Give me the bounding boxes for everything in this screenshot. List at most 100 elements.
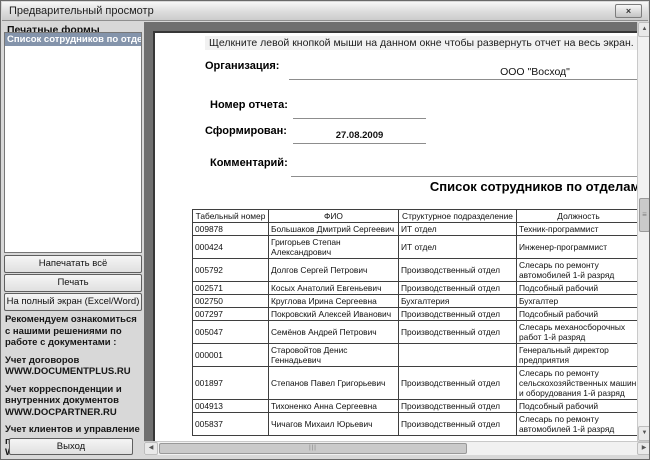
organization-underline	[289, 64, 637, 80]
table-header-row: Табельный номер ФИО Структурное подразделе…	[192, 209, 637, 223]
table-cell: 005792	[192, 258, 269, 282]
employees-table: Табельный номер ФИО Структурное подразделе…	[192, 209, 637, 436]
horizontal-scrollbar[interactable]: ◀ ||| ▶	[144, 441, 649, 455]
promo-link-url: WWW.DOCPARTNER.RU	[5, 406, 117, 418]
table-cell: 007297	[192, 307, 269, 321]
window-title: Предварительный просмотр	[9, 5, 154, 17]
table-cell: 004913	[192, 399, 269, 413]
table-cell: 002571	[192, 281, 269, 295]
scroll-up-icon[interactable]: ▲	[638, 22, 649, 37]
table-cell: Косых Анатолий Евгеньевич	[268, 281, 399, 295]
table-cell: Подсобный рабочий	[516, 307, 637, 321]
exit-button[interactable]: Выход	[9, 438, 133, 455]
comment-label: Комментарий:	[210, 157, 288, 169]
report-preview-viewport[interactable]: Щелкните левой кнопкой мыши на данном ок…	[144, 22, 637, 441]
table-cell: Слесарь по ремонту автомобилей 1-й разря…	[516, 412, 637, 436]
table-cell: 005047	[192, 320, 269, 344]
title-bar[interactable]: Предварительный просмотр ×	[2, 2, 648, 21]
table-cell: Производственный отдел	[398, 366, 517, 400]
generated-value: 27.08.2009	[293, 127, 426, 144]
table-cell: Круглова Ирина Сергеевна	[268, 294, 399, 308]
scroll-left-icon[interactable]: ◀	[144, 442, 158, 455]
table-row: 005047 Семёнов Андрей Петрович Производств…	[192, 320, 637, 344]
table-cell: Инженер-программист	[516, 235, 637, 259]
table-header-cell: Структурное подразделение	[398, 209, 517, 223]
table-cell: Слесарь по ремонту автомобилей 1-й разря…	[516, 258, 637, 282]
scroll-down-icon[interactable]: ▼	[638, 426, 649, 441]
table-cell: Долгов Сергей Петрович	[268, 258, 399, 282]
table-row: 009878 Большаков Дмитрий Сергеевич ИТ отде…	[192, 222, 637, 236]
expand-hint: Щелкните левой кнопкой мыши на данном ок…	[205, 36, 637, 50]
report-page[interactable]: Щелкните левой кнопкой мыши на данном ок…	[153, 31, 637, 441]
vertical-scrollbar[interactable]: ▲ ≡ ▼	[637, 22, 649, 441]
table-header-cell: Табельный номер	[192, 209, 269, 223]
table-cell: 000001	[192, 343, 269, 367]
organization-label: Организация:	[205, 60, 280, 72]
table-cell: Покровский Алексей Иванович	[268, 307, 399, 321]
table-cell: Производственный отдел	[398, 412, 517, 436]
table-cell: Техник-программист	[516, 222, 637, 236]
table-row: 002571 Косых Анатолий Евгеньевич Производс…	[192, 281, 637, 295]
table-cell: Генеральный директор предприятия	[516, 343, 637, 367]
table-cell: Бухгалтер	[516, 294, 637, 308]
promo-intro: Рекомендуем ознакомиться с нашими решени…	[5, 314, 137, 348]
table-cell: Производственный отдел	[398, 399, 517, 413]
table-cell: 009878	[192, 222, 269, 236]
table-cell: 000424	[192, 235, 269, 259]
table-cell: ИТ отдел	[398, 222, 517, 236]
printable-forms-list[interactable]: Список сотрудников по отде	[4, 32, 142, 253]
table-cell: 002750	[192, 294, 269, 308]
table-cell: Производственный отдел	[398, 258, 517, 282]
table-header-cell: ФИО	[268, 209, 399, 223]
table-row: 000001 Старовойтов Денис Геннадьевич Генер…	[192, 343, 637, 367]
printable-form-item[interactable]: Список сотрудников по отде	[5, 33, 141, 46]
report-title: Список сотрудников по отделам	[429, 179, 637, 194]
table-header-cell: Должность	[516, 209, 637, 223]
close-icon[interactable]: ×	[615, 4, 642, 18]
table-cell: 005837	[192, 412, 269, 436]
table-row: 005792 Долгов Сергей Петрович Производстве…	[192, 258, 637, 282]
table-cell	[398, 343, 517, 367]
promo-link-block: Учет договоров WWW.DOCUMENTPLUS.RU	[5, 355, 142, 378]
table-row: 005837 Чичагов Михаил Юрьевич Производстве…	[192, 412, 637, 436]
report-number-underline	[293, 103, 426, 119]
promo-link-url: WWW.DOCUMENTPLUS.RU	[5, 366, 131, 377]
table-cell: Производственный отдел	[398, 281, 517, 295]
table-cell: Подсобный рабочий	[516, 399, 637, 413]
report-number-label: Номер отчета:	[210, 99, 288, 111]
full-screen-button[interactable]: На полный экран (Excel/Word)	[4, 293, 142, 311]
table-cell: Слесарь по ремонту сельскохозяйственных …	[516, 366, 637, 400]
table-row: 004913 Тихоненко Анна Сергеевна Производст…	[192, 399, 637, 413]
table-cell: Тихоненко Анна Сергеевна	[268, 399, 399, 413]
horizontal-scrollbar-thumb[interactable]: |||	[159, 443, 467, 454]
comment-underline	[291, 161, 637, 177]
promo-text: Рекомендуем ознакомиться с нашими решени…	[5, 314, 142, 459]
table-cell: ИТ отдел	[398, 235, 517, 259]
table-cell: 001897	[192, 366, 269, 400]
promo-link-label: Учет договоров	[5, 354, 80, 366]
organization-value: ООО "Восход"	[500, 66, 570, 78]
table-row: 002750 Круглова Ирина Сергеевна Бухгалтери…	[192, 294, 637, 308]
promo-link-label: Учет корреспонденции и внутренних докуме…	[5, 383, 122, 407]
promo-link-block: Учет корреспонденции и внутренних докуме…	[5, 384, 142, 419]
table-cell: Старовойтов Денис Геннадьевич	[268, 343, 399, 367]
vertical-scrollbar-thumb[interactable]: ≡	[639, 198, 649, 232]
table-cell: Подсобный рабочий	[516, 281, 637, 295]
table-cell: Бухгалтерия	[398, 294, 517, 308]
table-cell: Большаков Дмитрий Сергеевич	[268, 222, 399, 236]
table-cell: Чичагов Михаил Юрьевич	[268, 412, 399, 436]
generated-label: Сформирован:	[205, 125, 287, 137]
table-cell: Григорьев Степан Александрович	[268, 235, 399, 259]
table-cell: Производственный отдел	[398, 320, 517, 344]
table-cell: Слесарь механосборочных работ 1-й разряд	[516, 320, 637, 344]
print-all-button[interactable]: Напечатать всё	[4, 255, 142, 273]
table-row: 007297 Покровский Алексей Иванович Произво…	[192, 307, 637, 321]
table-row: 000424 Григорьев Степан Александрович ИТ о…	[192, 235, 637, 259]
scroll-right-icon[interactable]: ▶	[637, 442, 649, 455]
table-cell: Степанов Павел Григорьевич	[268, 366, 399, 400]
table-cell: Семёнов Андрей Петрович	[268, 320, 399, 344]
print-button[interactable]: Печать	[4, 274, 142, 292]
table-cell: Производственный отдел	[398, 307, 517, 321]
table-row: 001897 Степанов Павел Григорьевич Производ…	[192, 366, 637, 400]
